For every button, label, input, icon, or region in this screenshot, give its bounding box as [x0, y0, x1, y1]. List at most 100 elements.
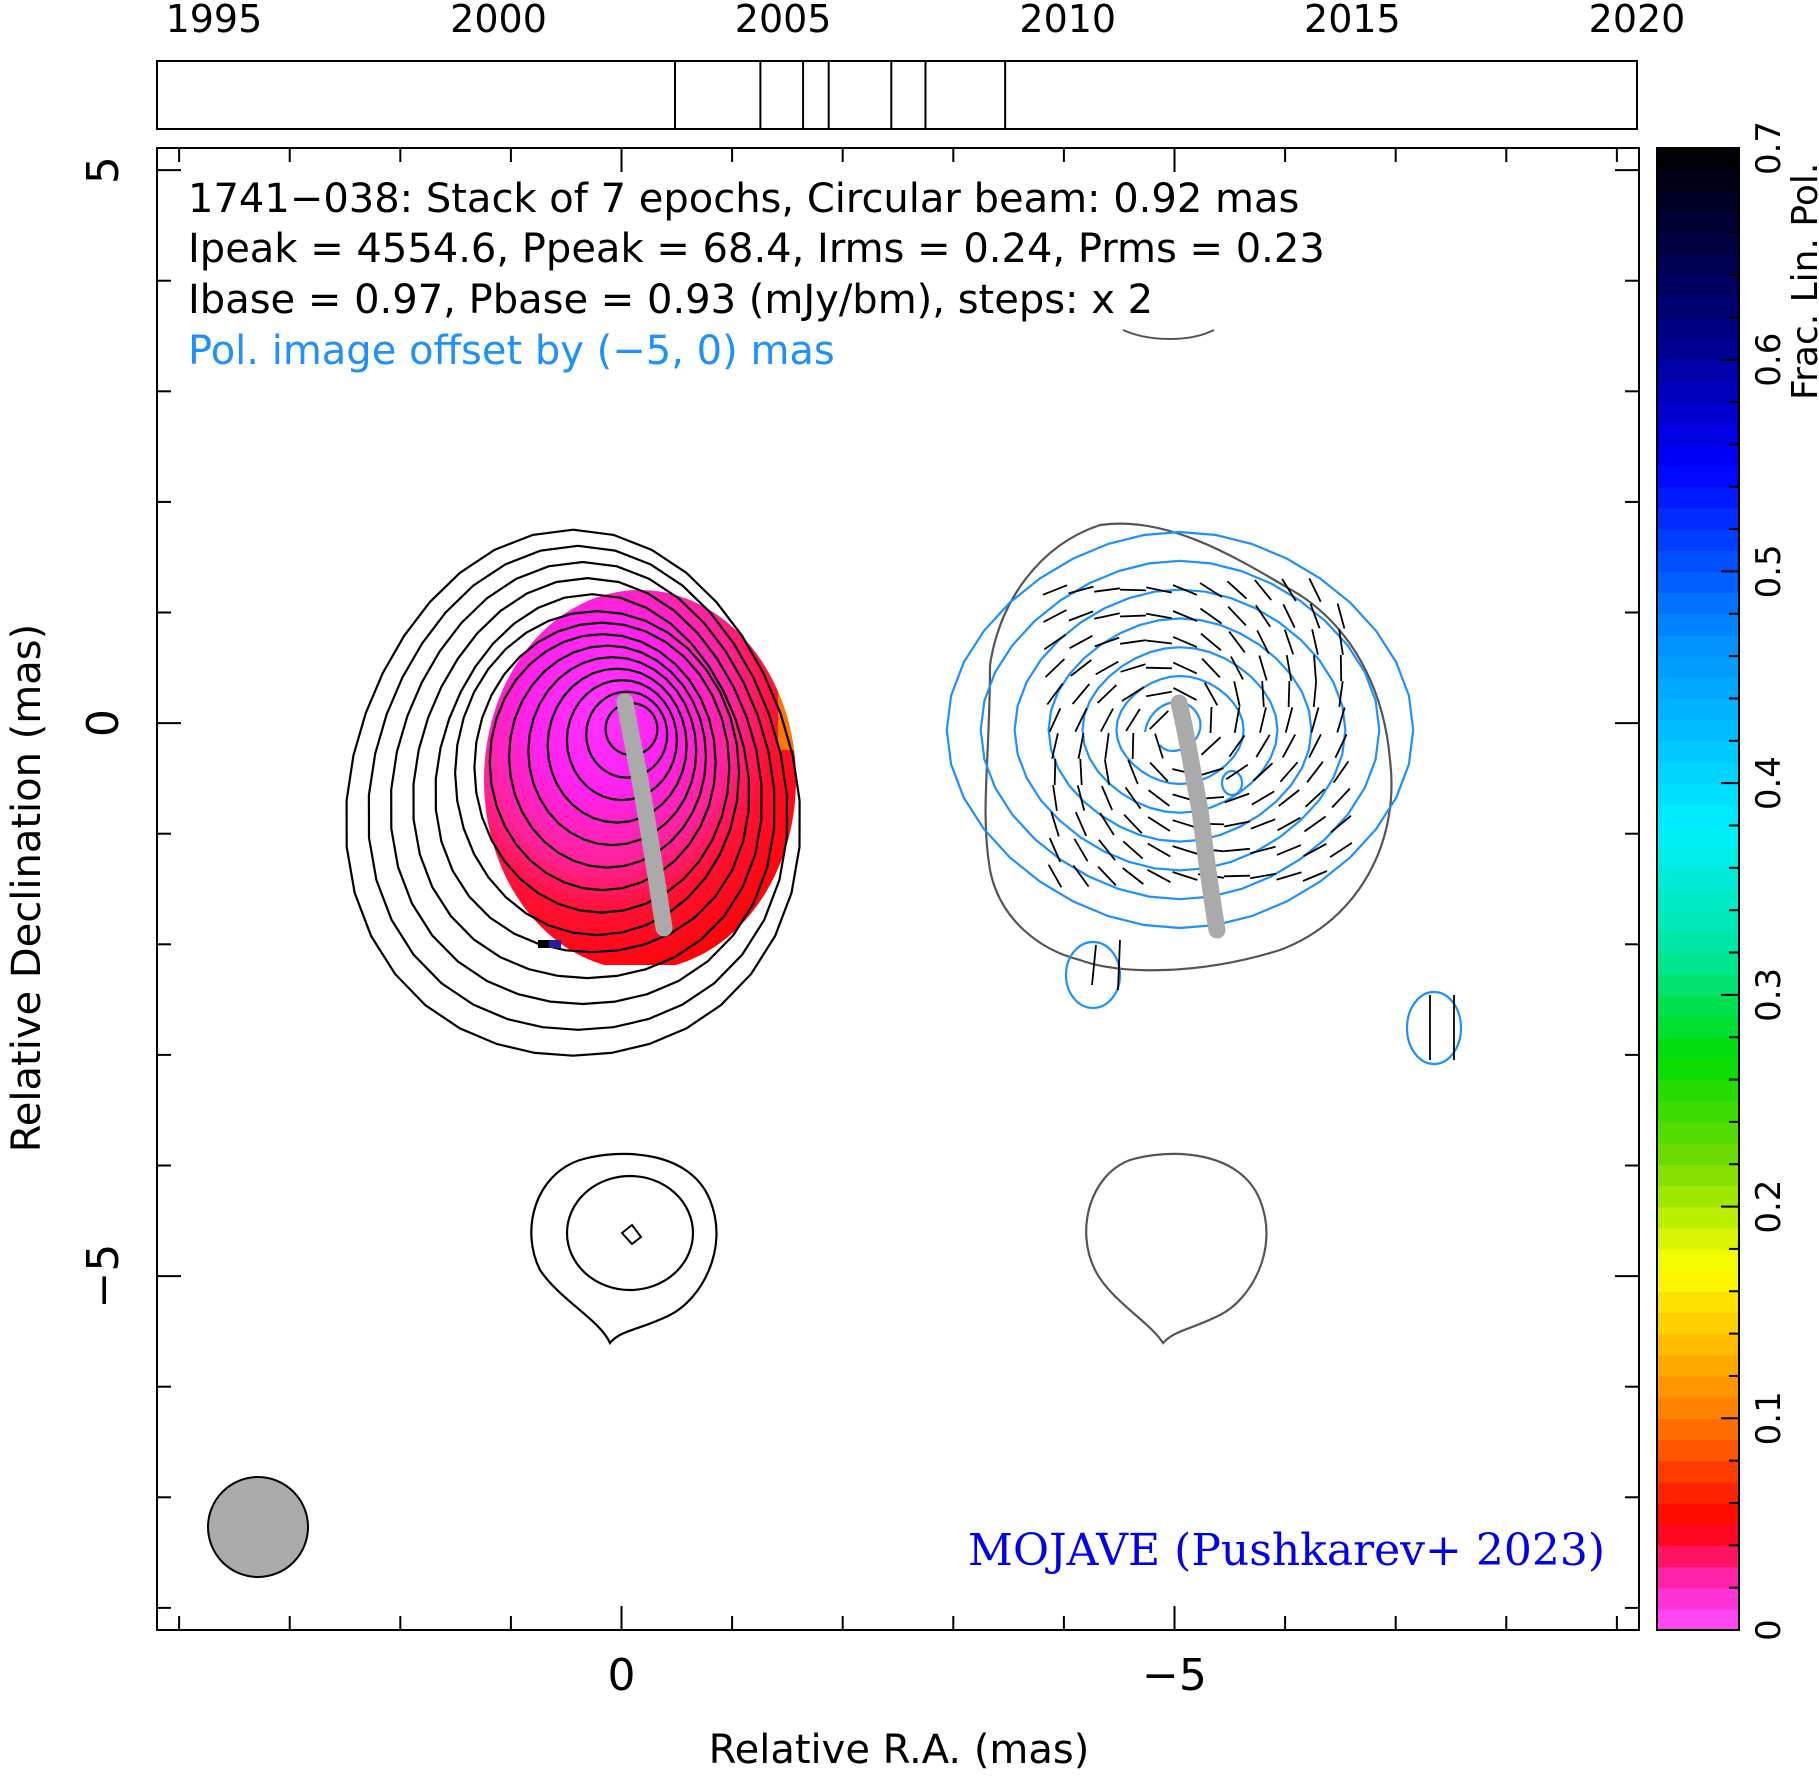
colorbar-band: [1657, 529, 1739, 551]
colorbar-band: [1657, 1228, 1739, 1250]
colorbar-band: [1657, 1249, 1739, 1271]
colorbar-band: [1657, 1037, 1739, 1059]
colorbar-band: [1657, 254, 1739, 276]
evpa-vector: [1289, 681, 1290, 707]
colorbar-tick-label: 0.4: [1749, 756, 1789, 810]
colorbar-band: [1657, 296, 1739, 318]
colorbar-band: [1657, 275, 1739, 297]
colorbar-band: [1657, 953, 1739, 975]
y-tick-label: 5: [78, 156, 129, 184]
colorbar-band: [1657, 190, 1739, 212]
colorbar-band: [1657, 974, 1739, 996]
y-axis-label: Relative Declination (mas): [4, 624, 50, 1152]
x-tick-label: −5: [1142, 1650, 1207, 1701]
colorbar-band: [1657, 868, 1739, 890]
colorbar-tick-labels: 00.10.20.30.40.50.60.7: [1749, 121, 1789, 1641]
edge-pixel-black: [538, 940, 550, 948]
colorbar-band: [1657, 1524, 1739, 1546]
colorbar-tick-label: 0.6: [1749, 333, 1789, 387]
x-tick-labels: 0 −5: [608, 1650, 1207, 1701]
colorbar-tick-label: 0.2: [1749, 1180, 1789, 1234]
colorbar-band: [1657, 1185, 1739, 1207]
colorbar-band: [1657, 466, 1739, 488]
colorbar: 00.10.20.30.40.50.60.7 Frac. Lin. Pol.: [1657, 121, 1819, 1641]
header-line-1: 1741−038: Stack of 7 epochs, Circular be…: [188, 176, 1299, 222]
colorbar-band: [1657, 910, 1739, 932]
colorbar-tick-label: 0.7: [1749, 121, 1789, 175]
colorbar-band: [1657, 1101, 1739, 1123]
colorbar-band: [1657, 1312, 1739, 1334]
colorbar-band: [1657, 1545, 1739, 1567]
timeline-epoch-markers: [675, 61, 1005, 129]
colorbar-label: Frac. Lin. Pol.: [1785, 163, 1819, 400]
evpa-vector: [1146, 668, 1172, 669]
colorbar-band: [1657, 571, 1739, 593]
timeline-tick-label: 2015: [1304, 0, 1401, 41]
colorbar-band: [1657, 931, 1739, 953]
colorbar-band: [1657, 677, 1739, 699]
y-tick-labels: 5 0 −5: [78, 156, 129, 1308]
colorbar-band: [1657, 1207, 1739, 1229]
colorbar-band: [1657, 1440, 1739, 1462]
beam-ellipse: [208, 1477, 308, 1577]
x-axis-label: Relative R.A. (mas): [709, 1727, 1090, 1773]
evpa-vector: [1120, 616, 1146, 617]
colorbar-band: [1657, 444, 1739, 466]
colorbar-band: [1657, 1355, 1739, 1377]
evpa-vector: [1120, 590, 1146, 591]
y-tick-label: 0: [78, 709, 129, 737]
x-tick-label: 0: [608, 1650, 636, 1701]
colorbar-band: [1657, 741, 1739, 763]
colorbar-band: [1657, 1397, 1739, 1419]
colorbar-band: [1657, 762, 1739, 784]
colorbar-band: [1657, 1270, 1739, 1292]
colorbar-band: [1657, 847, 1739, 869]
colorbar-band: [1657, 233, 1739, 255]
colorbar-band: [1657, 1080, 1739, 1102]
colorbar-band: [1657, 1376, 1739, 1398]
colorbar-band: [1657, 1588, 1739, 1610]
colorbar-band: [1657, 1058, 1739, 1080]
header-line-2: Ipeak = 4554.6, Ppeak = 68.4, Irms = 0.2…: [188, 226, 1325, 272]
colorbar-band: [1657, 402, 1739, 424]
colorbar-band: [1657, 508, 1739, 530]
colorbar-band: [1657, 656, 1739, 678]
colorbar-band: [1657, 423, 1739, 445]
colorbar-band: [1657, 339, 1739, 361]
colorbar-band: [1657, 804, 1739, 826]
colorbar-band: [1657, 1482, 1739, 1504]
evpa-vector: [1133, 733, 1134, 759]
colorbar-band: [1657, 1291, 1739, 1313]
colorbar-band: [1657, 1122, 1739, 1144]
edge-pixel-blue: [549, 940, 561, 948]
header-line-3: Ibase = 0.97, Pbase = 0.93 (mJy/bm), ste…: [188, 277, 1153, 323]
colorbar-band: [1657, 487, 1739, 509]
colorbar-band: [1657, 720, 1739, 742]
y-tick-label: −5: [78, 1244, 129, 1309]
colorbar-band: [1657, 212, 1739, 234]
evpa-vector: [1211, 707, 1212, 733]
colorbar-band: [1657, 1016, 1739, 1038]
colorbar-band: [1657, 1503, 1739, 1525]
colorbar-band: [1657, 826, 1739, 848]
timeline-tick-label: 2005: [735, 0, 832, 41]
colorbar-band: [1657, 1567, 1739, 1589]
colorbar-band: [1657, 1609, 1739, 1631]
timeline-box: [157, 61, 1637, 129]
colorbar-band: [1657, 783, 1739, 805]
timeline-tick-label: 2000: [450, 0, 547, 41]
offset-note: Pol. image offset by (−5, 0) mas: [188, 328, 835, 374]
timeline-tick-label: 2010: [1019, 0, 1116, 41]
colorbar-tick-label: 0.3: [1749, 968, 1789, 1022]
colorbar-band: [1657, 614, 1739, 636]
credit-text: MOJAVE (Pushkarev+ 2023): [968, 1525, 1605, 1576]
colorbar-band: [1657, 635, 1739, 657]
colorbar-band: [1657, 360, 1739, 382]
colorbar-band: [1657, 148, 1739, 170]
colorbar-band: [1657, 1334, 1739, 1356]
colorbar-band: [1657, 1418, 1739, 1440]
colorbar-band: [1657, 593, 1739, 615]
